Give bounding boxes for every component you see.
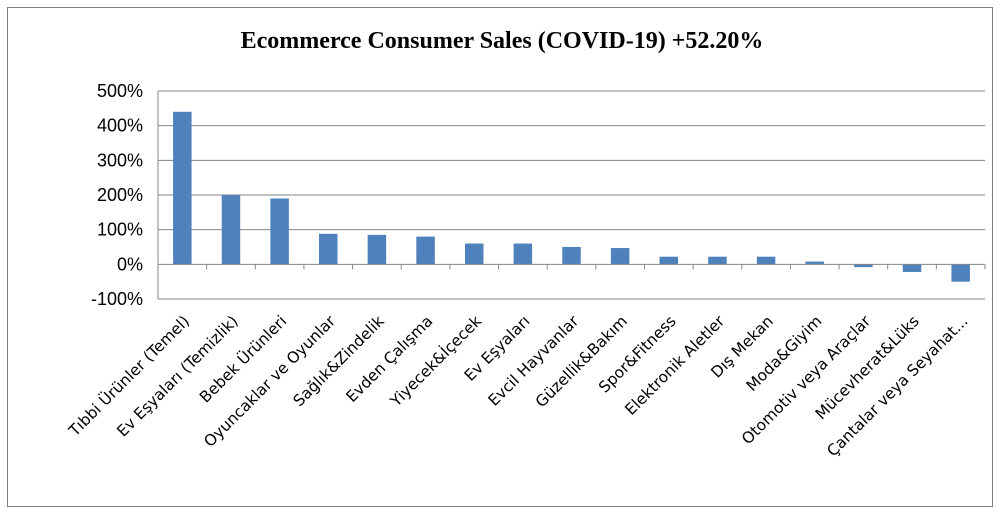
x-axis-tick-labels: Tıbbi Ürünler (Temel)Ev Eşyaları (Temizl… — [64, 311, 971, 460]
bar — [513, 243, 533, 265]
bar — [610, 248, 630, 265]
x-tick-label: Evcil Hayvanlar — [485, 312, 583, 410]
bar — [805, 261, 824, 265]
x-tick-label: Yiyecek&İçecek — [386, 311, 486, 411]
y-tick-label: 400% — [97, 116, 143, 136]
bar — [659, 256, 679, 265]
bar — [854, 264, 873, 268]
x-tick-label: Sağlık&Zindelik — [290, 312, 388, 410]
y-tick-label: 0% — [117, 254, 143, 274]
bar — [270, 198, 289, 265]
x-tick-label: Evden Çalışma — [343, 312, 437, 406]
x-tick-label: Bebek Ürünleri — [195, 311, 290, 406]
bar — [902, 264, 922, 272]
gridlines — [158, 90, 985, 300]
bar — [319, 233, 338, 265]
y-tick-label: 100% — [97, 220, 143, 240]
bar — [951, 264, 970, 282]
bar — [416, 236, 435, 265]
y-tick-label: 500% — [97, 81, 143, 101]
bar — [756, 256, 776, 265]
bar — [173, 111, 192, 265]
y-axis-tick-labels: -100% 0% 100% 200% 300% 400% 500% — [91, 81, 143, 309]
bar — [708, 256, 727, 265]
bar — [562, 247, 581, 265]
bar — [464, 243, 484, 265]
y-tick-label: 300% — [97, 150, 143, 170]
y-tick-label: 200% — [97, 185, 143, 205]
bars — [173, 111, 970, 282]
chart-title: Ecommerce Consumer Sales (COVID-19) +52.… — [240, 28, 764, 54]
axes — [157, 91, 986, 299]
bar — [367, 234, 387, 265]
chart-frame — [7, 7, 993, 507]
y-tick-label: -100% — [91, 289, 143, 309]
bar — [221, 195, 241, 265]
